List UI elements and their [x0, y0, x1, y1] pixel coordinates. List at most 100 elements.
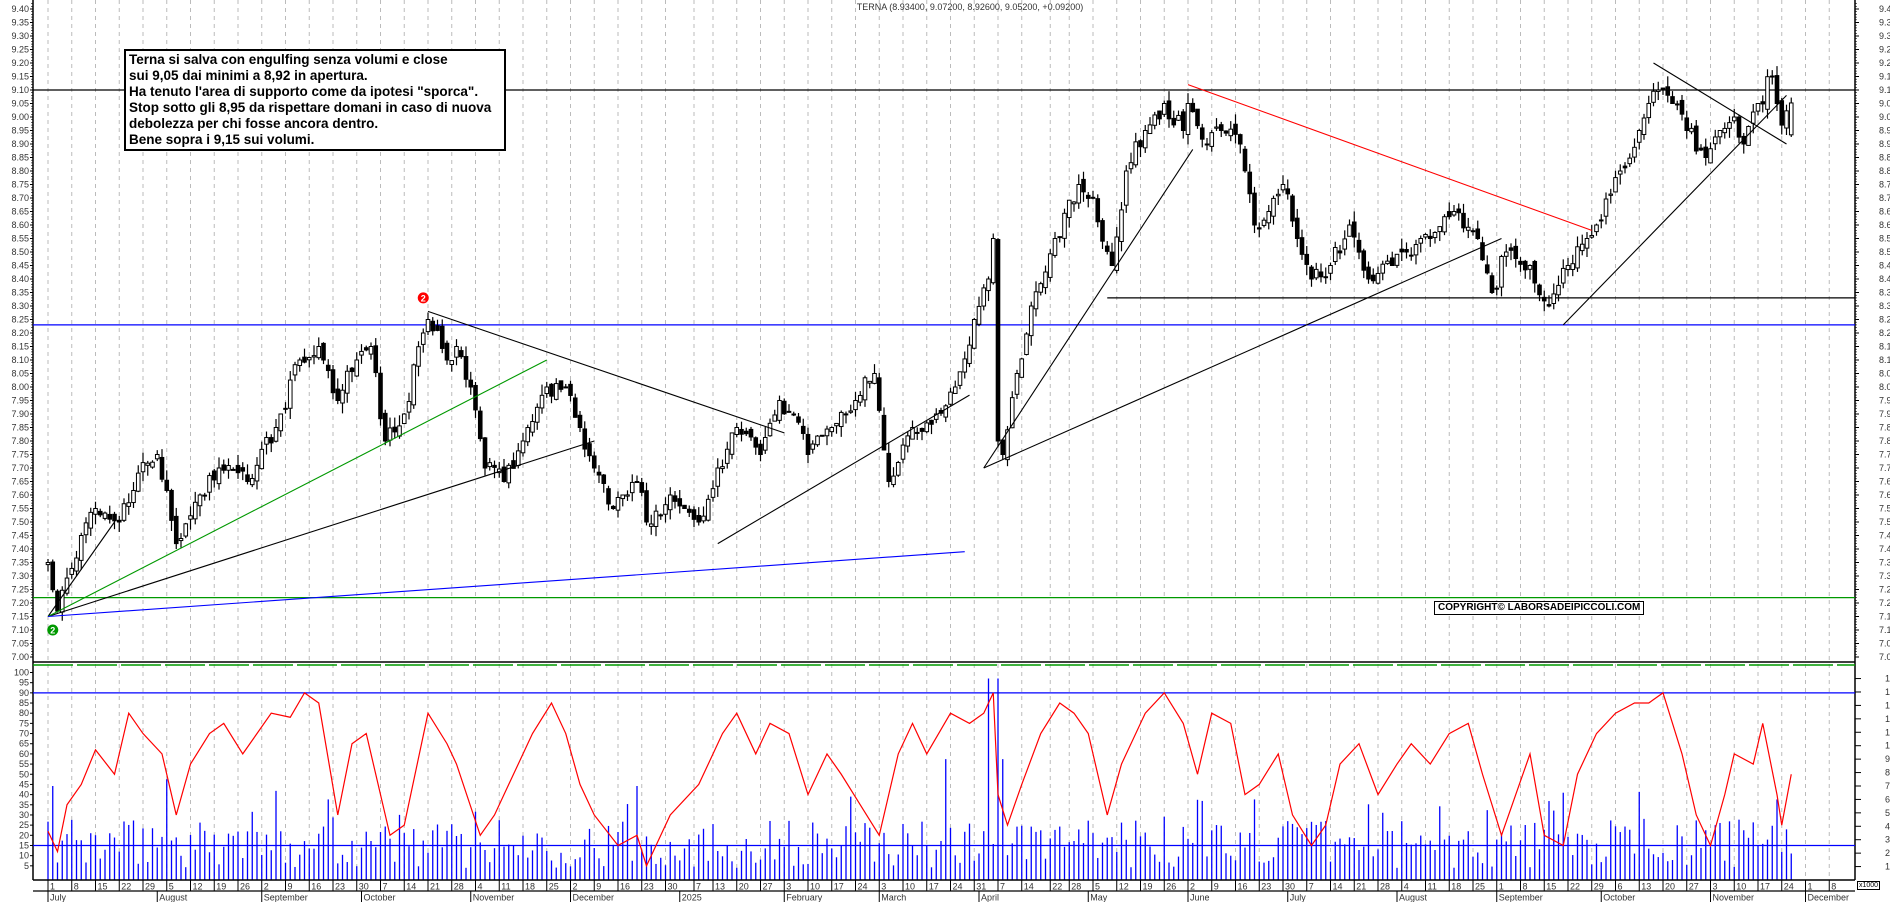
day-tick-label: 5 — [169, 882, 174, 892]
candle — [463, 346, 469, 388]
candle-body — [454, 346, 459, 358]
candle — [1028, 301, 1034, 346]
candle — [1000, 439, 1006, 460]
candle — [1689, 123, 1694, 135]
price-axis-label-right: 7.95 — [1879, 396, 1890, 406]
candle — [995, 238, 1001, 448]
candle-body — [245, 474, 250, 483]
price-axis-label-left: 8.40 — [11, 274, 29, 284]
candle-body — [1565, 265, 1571, 271]
candle — [1019, 357, 1025, 378]
day-tick-label: 4 — [1404, 882, 1409, 892]
candle-body — [520, 440, 526, 454]
candle — [1147, 117, 1153, 135]
candle-body — [1712, 136, 1718, 145]
candle-body — [577, 414, 583, 428]
day-tick-label: 20 — [739, 882, 749, 892]
candle — [1736, 114, 1742, 144]
candle — [1052, 231, 1058, 258]
candle-body — [226, 465, 231, 471]
candle — [1541, 290, 1547, 312]
candle-body — [1651, 90, 1656, 103]
candle-body — [1456, 208, 1462, 214]
candle — [435, 319, 440, 332]
candle-body — [1104, 245, 1110, 252]
candle-body — [1185, 103, 1191, 135]
price-axis-label-left: 7.90 — [11, 409, 29, 419]
candle-body — [273, 427, 279, 442]
candle — [454, 339, 459, 366]
candle-body — [249, 478, 255, 486]
candle-body — [881, 414, 887, 451]
day-tick-label: 9 — [288, 882, 293, 892]
candle-body — [1418, 237, 1424, 244]
candle — [1636, 128, 1642, 150]
candle-body — [1038, 283, 1044, 293]
candle-body — [1736, 116, 1742, 138]
candle — [145, 460, 151, 476]
candle — [758, 439, 763, 462]
candle-body — [1047, 253, 1053, 278]
candle-body — [435, 325, 440, 331]
candle-body — [93, 508, 98, 515]
candle-body — [976, 305, 982, 325]
candle-body — [83, 522, 89, 536]
price-axis-label-right: 7.25 — [1879, 585, 1890, 595]
candle-body — [990, 238, 996, 284]
candle-body — [1019, 358, 1025, 378]
candle-body — [948, 391, 953, 405]
candle-body — [1437, 226, 1443, 233]
day-tick-label: 14 — [1333, 882, 1343, 892]
price-axis-label-left: 8.10 — [11, 355, 29, 365]
candle — [534, 403, 540, 430]
candle — [211, 468, 217, 488]
trendline — [427, 310, 785, 434]
candle-body — [1266, 211, 1272, 224]
candle — [1337, 244, 1343, 260]
day-tick-label: 8 — [1523, 882, 1528, 892]
price-axis-label-left: 7.70 — [11, 463, 29, 473]
candle-body — [1223, 130, 1229, 134]
candle — [188, 506, 193, 530]
candle-body — [1199, 127, 1205, 140]
price-axis-label-right: 9.15 — [1879, 72, 1890, 82]
day-tick-label: 17 — [834, 882, 844, 892]
candle-body — [1294, 217, 1300, 239]
price-axis-label-right: 8.70 — [1879, 193, 1890, 203]
candle — [1033, 281, 1039, 317]
candle-body — [1389, 257, 1395, 267]
candle-body — [767, 422, 773, 437]
candle — [254, 457, 260, 490]
candle-body — [64, 577, 70, 594]
price-axis-label-right: 7.55 — [1879, 504, 1890, 514]
candle — [1304, 246, 1310, 275]
day-tick-label: 22 — [121, 882, 131, 892]
candle — [1252, 186, 1257, 234]
candle-body — [482, 437, 488, 469]
oscillator-axis-label: 80 — [19, 708, 29, 718]
candle — [1584, 232, 1590, 258]
day-tick-label: 3 — [1713, 882, 1718, 892]
candle-body — [549, 383, 554, 397]
candle — [1760, 95, 1766, 113]
candle — [1090, 190, 1096, 200]
candle-body — [211, 470, 217, 481]
candle-body — [582, 428, 588, 450]
candle-body — [1594, 224, 1599, 233]
candle — [577, 410, 583, 433]
candle-body — [1218, 124, 1224, 132]
price-axis-label-left: 8.85 — [11, 153, 29, 163]
candle — [1399, 238, 1405, 262]
candle — [677, 490, 683, 514]
trendline — [983, 237, 1502, 469]
candle-body — [487, 462, 493, 468]
candle — [349, 366, 355, 383]
candle-body — [458, 350, 464, 358]
candle — [910, 420, 915, 440]
price-axis-label-right: 9.20 — [1879, 58, 1890, 68]
day-tick-label: 7 — [696, 882, 701, 892]
candle-body — [1247, 171, 1253, 195]
candle-body — [1275, 193, 1281, 197]
candle — [976, 296, 982, 327]
candle — [1024, 332, 1029, 356]
